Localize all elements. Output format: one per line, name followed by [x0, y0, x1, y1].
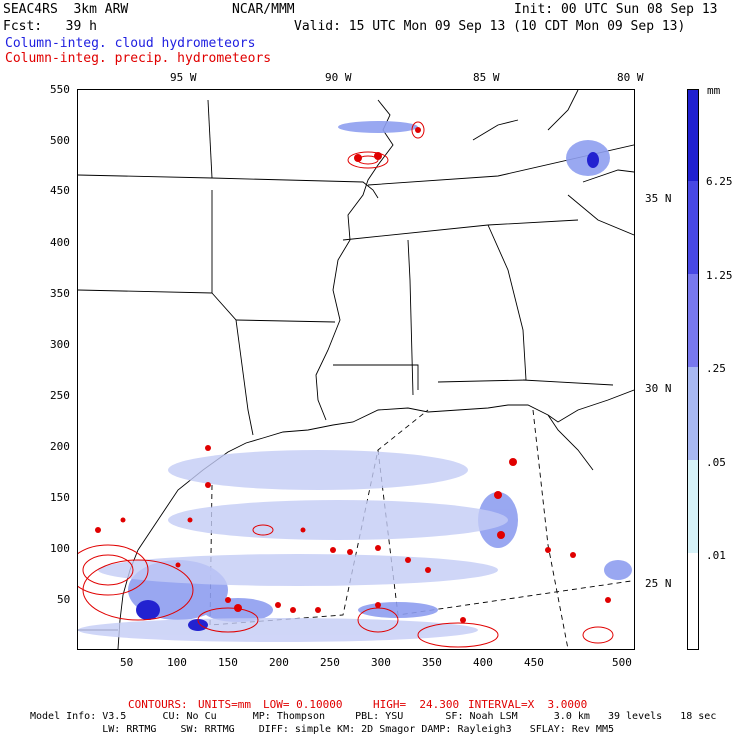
x-tick: 300: [371, 656, 391, 669]
y-tick: 500: [50, 134, 70, 147]
lon-label: 85 W: [473, 71, 500, 84]
y-tick: 450: [50, 184, 70, 197]
x-tick: 50: [120, 656, 134, 669]
init-time: Init: 00 UTC Sun 08 Sep 13: [514, 2, 718, 17]
x-tick: 250: [320, 656, 340, 669]
colorbar-level: [688, 274, 698, 367]
x-tick: 400: [473, 656, 493, 669]
colorbar-label: 1.25: [706, 269, 733, 282]
lat-label: 35 N: [645, 192, 672, 205]
model-info-line2: LW: RRTMG SW: RRTMG DIFF: simple KM: 2D …: [30, 724, 614, 735]
colorbar: [687, 89, 699, 650]
lat-label: 30 N: [645, 382, 672, 395]
colorbar-level: [688, 367, 698, 460]
colorbar-label: .05: [706, 456, 726, 469]
contours-units: UNITS=mm: [198, 698, 251, 711]
colorbar-level: [688, 460, 698, 553]
x-tick: 450: [524, 656, 544, 669]
lon-label: 90 W: [325, 71, 352, 84]
map-panel: [67, 89, 639, 650]
lon-label: 80 W: [617, 71, 644, 84]
x-tick: 100: [167, 656, 187, 669]
deep-cloud-cores: [136, 152, 599, 631]
contours-low: LOW= 0.10000: [263, 698, 343, 711]
precip-cells: [95, 127, 611, 623]
y-tick: 250: [50, 389, 70, 402]
institution: NCAR/MMM: [232, 2, 295, 17]
forecast-hour: Fcst: 39 h: [3, 19, 97, 34]
x-tick: 500: [612, 656, 632, 669]
colorbar-label: 6.25: [706, 175, 733, 188]
lat-label: 25 N: [645, 577, 672, 590]
colorbar-level: [688, 90, 698, 181]
colorbar-unit: mm: [707, 84, 721, 97]
y-tick: 300: [50, 338, 70, 351]
y-tick: 200: [50, 440, 70, 453]
y-tick: 100: [50, 542, 70, 555]
y-tick: 150: [50, 491, 70, 504]
y-tick: 350: [50, 287, 70, 300]
contours-interval: INTERVAL=X 3.0000: [468, 698, 588, 711]
x-tick: 350: [422, 656, 442, 669]
y-tick: 550: [50, 83, 70, 96]
model-info-line1: Model Info: V3.5 CU: No Cu MP: Thompson …: [30, 711, 717, 722]
y-tick: 50: [57, 593, 71, 606]
colorbar-level: [688, 181, 698, 274]
colorbar-label: .01: [706, 549, 726, 562]
political-boundaries: [77, 89, 639, 650]
colorbar-level: [688, 553, 698, 649]
x-tick: 200: [269, 656, 289, 669]
red-field-title: Column-integ. precip. hydrometeors: [5, 51, 272, 66]
contours-label: CONTOURS:: [128, 698, 188, 711]
run-title: SEAC4RS 3km ARW: [3, 2, 129, 17]
contours-high: HIGH= 24.300: [373, 698, 460, 711]
lon-label: 95 W: [170, 71, 197, 84]
map-svg: [67, 89, 639, 650]
x-tick: 150: [218, 656, 238, 669]
colorbar-label: .25: [706, 362, 726, 375]
valid-time: Valid: 15 UTC Mon 09 Sep 13 (10 CDT Mon …: [294, 19, 686, 34]
blue-field-title: Column-integ. cloud hydrometeors: [5, 36, 256, 51]
y-tick: 400: [50, 236, 70, 249]
